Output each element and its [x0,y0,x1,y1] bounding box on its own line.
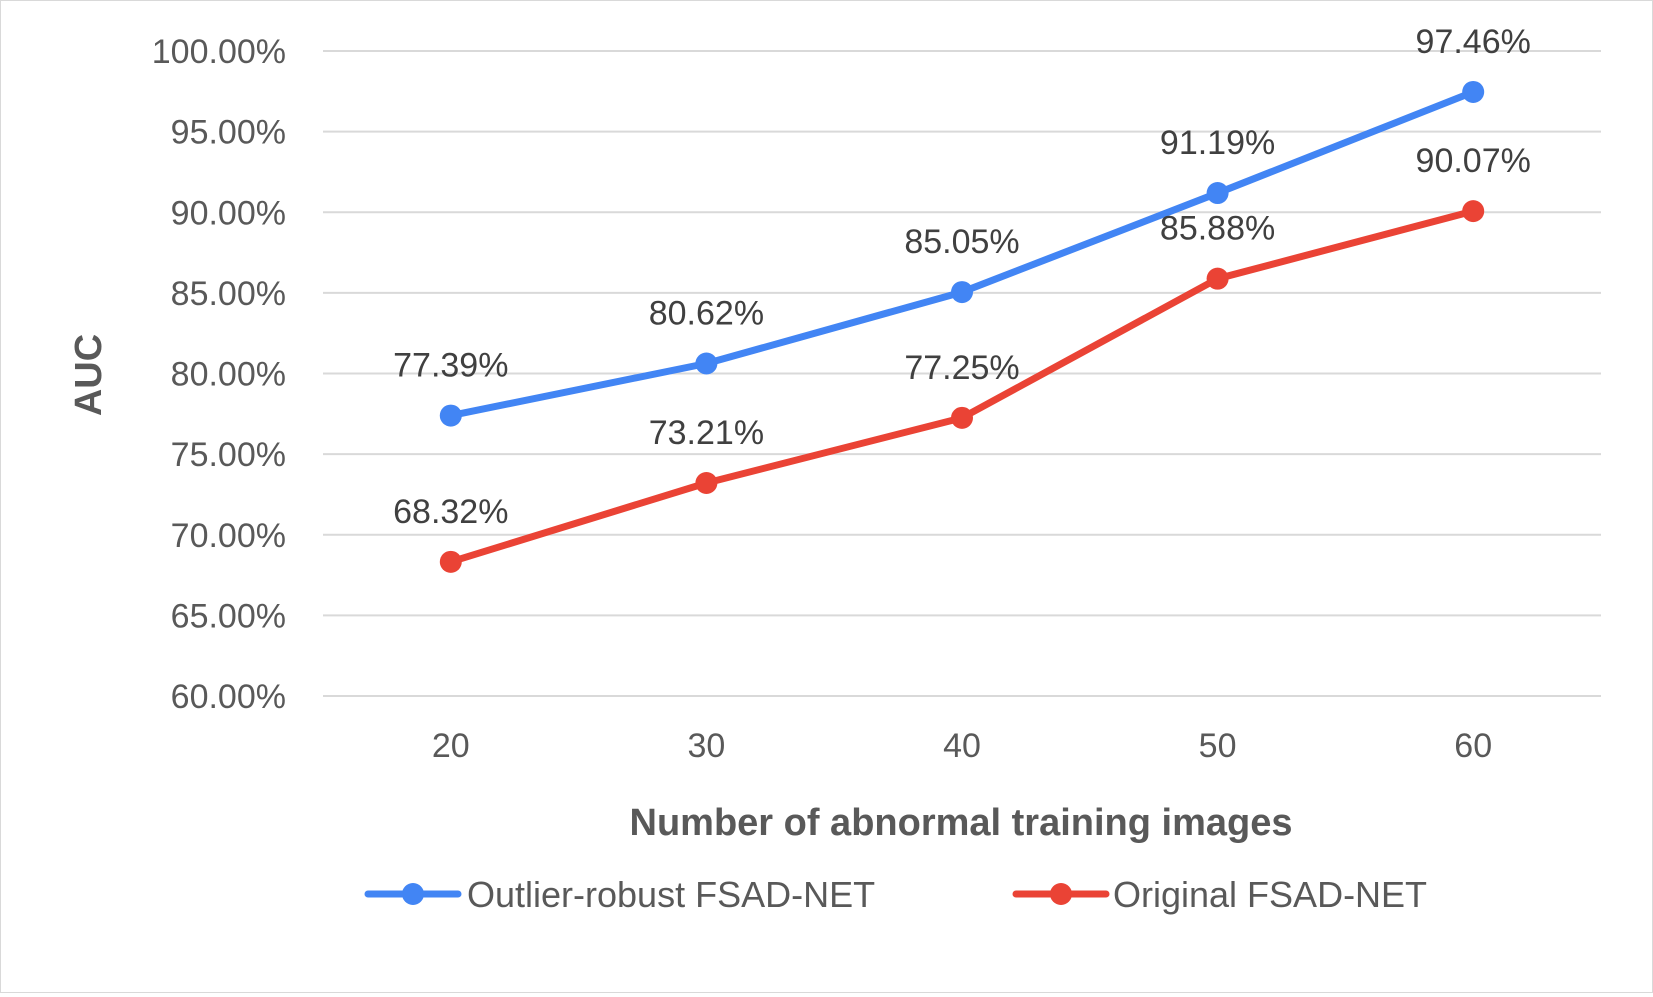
data-labels: 77.39% 80.62% 85.05% 91.19% 97.46% 68.32% 73.2… [393,23,1531,531]
data-point [951,406,973,429]
data-point [1206,182,1229,205]
data-label: 73.21% [649,414,764,452]
x-axis-title: Number of abnormal training images [630,802,1293,844]
x-tick-label: 40 [943,727,981,765]
legend: Outlier-robust FSAD-NET Original FSAD-NE… [364,874,1427,915]
series-lines [439,80,1485,573]
legend-item-outlier-robust: Outlier-robust FSAD-NET [364,874,875,915]
y-tick-label: 85.00% [171,275,286,313]
data-point [1206,267,1229,290]
data-label: 80.62% [649,295,764,333]
data-label: 85.05% [904,223,1019,261]
data-label: 91.19% [1160,124,1275,162]
data-point [1462,200,1485,223]
data-point [439,404,462,427]
y-tick-label: 80.00% [171,356,286,394]
legend-marker-original [1050,883,1072,905]
y-tick-label: 100.00% [152,33,286,71]
data-label: 68.32% [393,493,508,531]
data-label: 90.07% [1416,142,1531,180]
data-label: 77.25% [904,349,1019,387]
x-tick-label: 60 [1454,727,1492,765]
x-tick-label: 50 [1199,727,1237,765]
x-tick-label: 20 [432,727,470,765]
data-label: 85.88% [1160,210,1275,248]
data-label: 97.46% [1416,23,1531,61]
y-tick-label: 95.00% [171,114,286,152]
x-axis-tick-labels: 20 30 40 50 60 [432,727,1492,765]
y-axis-title: AUC [68,334,110,416]
y-axis-tick-labels: 60.00% 65.00% 70.00% 75.00% 80.00% 85.00% 90.0… [152,33,286,716]
data-point [439,550,462,573]
legend-label-original: Original FSAD-NET [1113,874,1427,915]
y-tick-label: 75.00% [171,436,286,474]
y-tick-label: 90.00% [171,194,286,232]
data-point [951,281,973,304]
legend-label-outlier-robust: Outlier-robust FSAD-NET [467,874,875,915]
data-point [695,352,718,375]
y-tick-label: 65.00% [171,597,286,635]
data-point [695,471,718,494]
legend-item-original: Original FSAD-NET [1012,874,1427,915]
data-label: 77.39% [393,347,508,385]
data-point [1462,80,1485,103]
y-tick-label: 60.00% [171,678,286,716]
y-tick-label: 70.00% [171,517,286,555]
legend-marker-outlier-robust [402,883,424,905]
x-tick-label: 30 [687,727,725,765]
